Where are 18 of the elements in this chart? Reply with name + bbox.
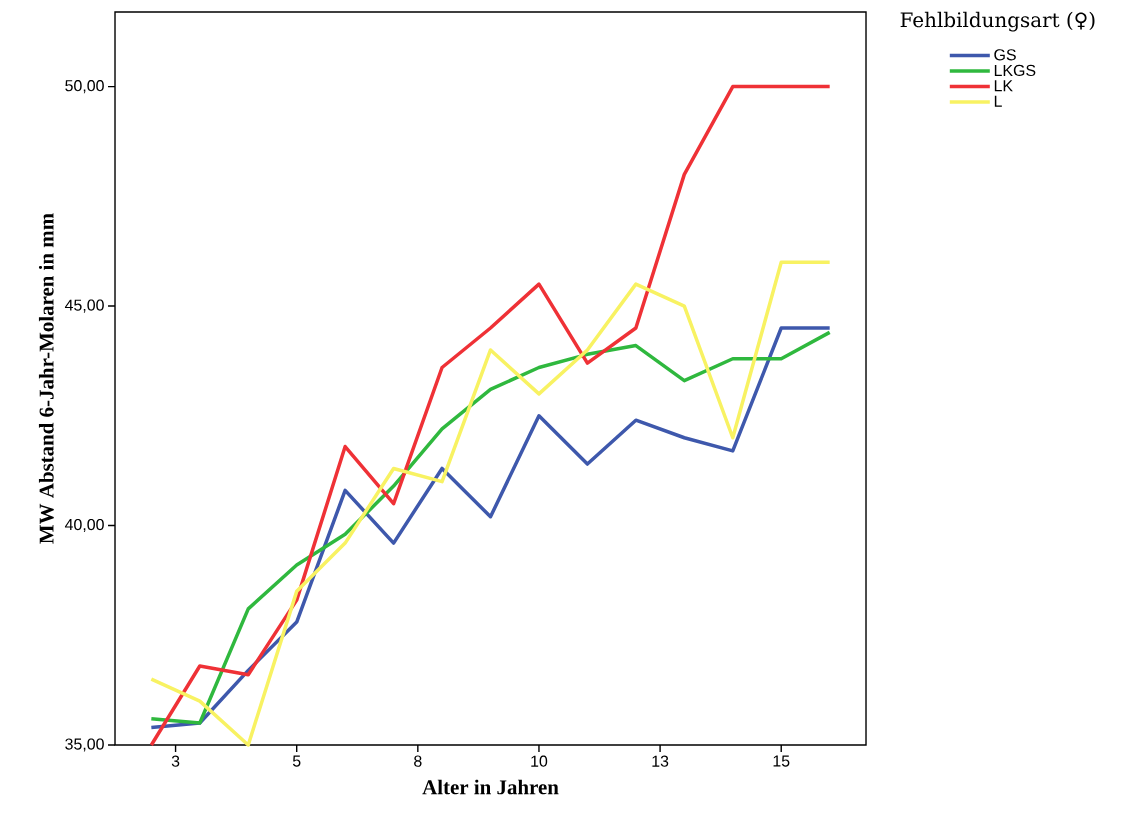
y-tick-label: 35,00	[65, 738, 104, 752]
legend-label: GS	[994, 49, 1016, 61]
y-tick-label: 40,00	[64, 518, 104, 533]
legend-title: Fehlbildungsart (♀)	[900, 11, 1095, 32]
x-tick-label: 8	[414, 755, 422, 767]
x-tick-label: 5	[292, 755, 301, 767]
y-axis-title: MW Abstand 6-Jahr-Molaren in mm	[38, 213, 54, 544]
legend-label: LKGS	[994, 64, 1036, 77]
y-tick-label: 50,00	[65, 80, 104, 94]
legend-label: L	[994, 95, 1002, 107]
y-tick-label: 45,00	[64, 299, 104, 313]
x-tick-label: 3	[171, 755, 180, 767]
x-tick-label: 13	[652, 755, 669, 767]
x-axis-title: Alter in Jahren	[422, 779, 559, 795]
line-series	[149, 260, 832, 747]
x-tick-label: 10	[531, 755, 548, 767]
legend-label: LK	[994, 80, 1013, 92]
x-tick-label: 15	[773, 755, 790, 767]
